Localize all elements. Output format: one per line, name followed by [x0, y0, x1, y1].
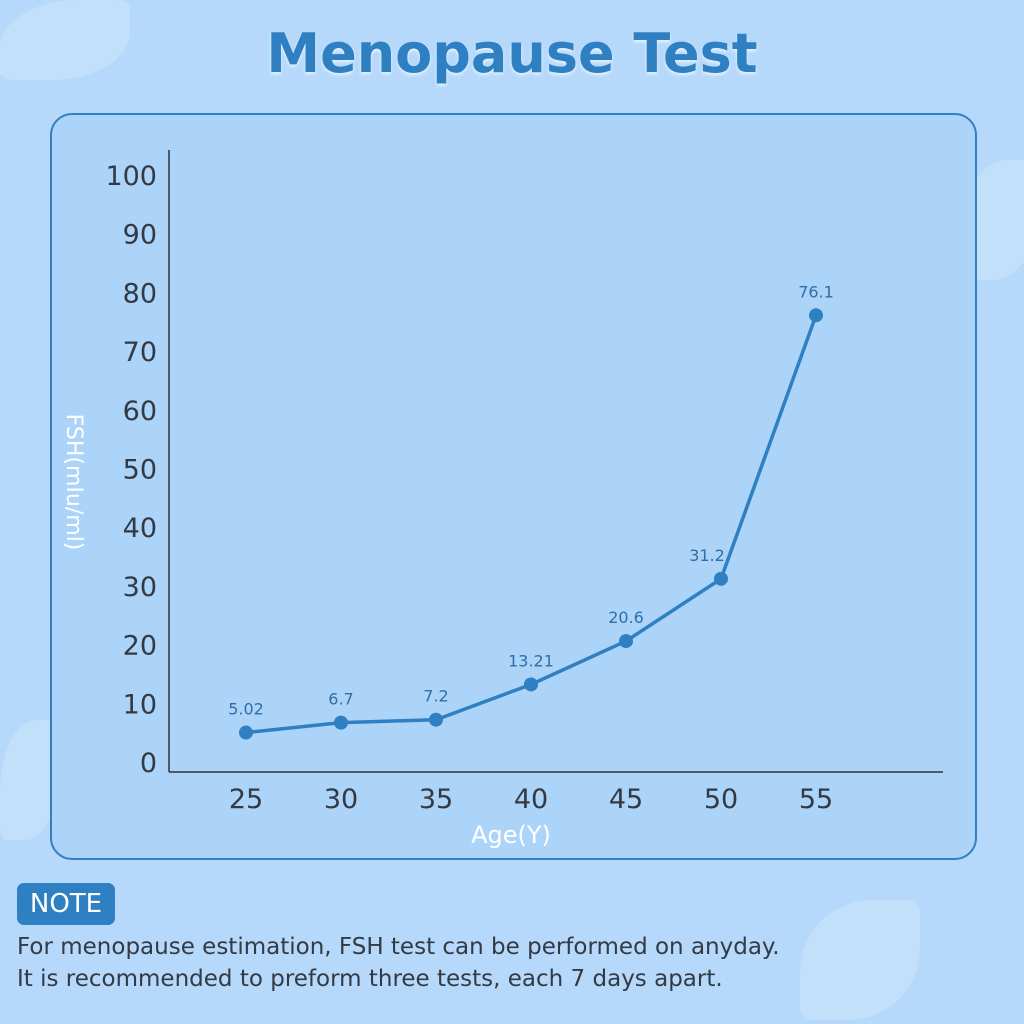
- y-tick-label: 20: [123, 631, 157, 662]
- x-tick-label: 50: [704, 784, 738, 815]
- x-tick-label: 45: [609, 784, 643, 815]
- y-tick-label: 50: [123, 455, 157, 486]
- data-point: [239, 725, 253, 740]
- data-point: [619, 634, 633, 649]
- data-label: 13.21: [508, 651, 554, 670]
- data-point: [334, 715, 348, 730]
- x-tick-label: 40: [514, 784, 548, 815]
- data-point: [714, 571, 728, 586]
- x-tick-label: 30: [324, 784, 358, 815]
- data-point: [524, 677, 538, 692]
- data-label: 31.2: [689, 546, 725, 565]
- y-tick-label: 60: [123, 396, 157, 427]
- page-title: Menopause Test: [266, 22, 758, 85]
- data-label: 6.7: [328, 690, 353, 709]
- y-tick-label: 30: [123, 572, 157, 603]
- y-tick-label: 100: [105, 161, 157, 192]
- y-tick-label: 70: [123, 337, 157, 368]
- note-badge: NOTE: [17, 883, 115, 925]
- x-tick-label: 35: [419, 784, 453, 815]
- note-line: For menopause estimation, FSH test can b…: [17, 934, 780, 960]
- y-tick-label: 0: [140, 748, 157, 779]
- x-tick-label: 25: [229, 784, 263, 815]
- data-label: 20.6: [608, 608, 644, 627]
- y-tick-label: 80: [123, 278, 157, 309]
- y-tick-label: 90: [123, 220, 157, 251]
- x-axis-label: Age(Y): [471, 821, 551, 849]
- data-label: 7.2: [423, 687, 448, 706]
- chart-panel: [50, 113, 977, 860]
- y-tick-label: 10: [123, 689, 157, 720]
- data-label: 5.02: [228, 700, 264, 719]
- data-label: 76.1: [798, 282, 834, 301]
- data-point: [429, 712, 443, 727]
- data-point: [809, 308, 823, 323]
- note-line: It is recommended to preform three tests…: [17, 966, 723, 992]
- x-tick-label: 55: [799, 784, 833, 815]
- y-axis-label: FSH(mIu/ml): [61, 414, 86, 551]
- y-tick-label: 40: [123, 513, 157, 544]
